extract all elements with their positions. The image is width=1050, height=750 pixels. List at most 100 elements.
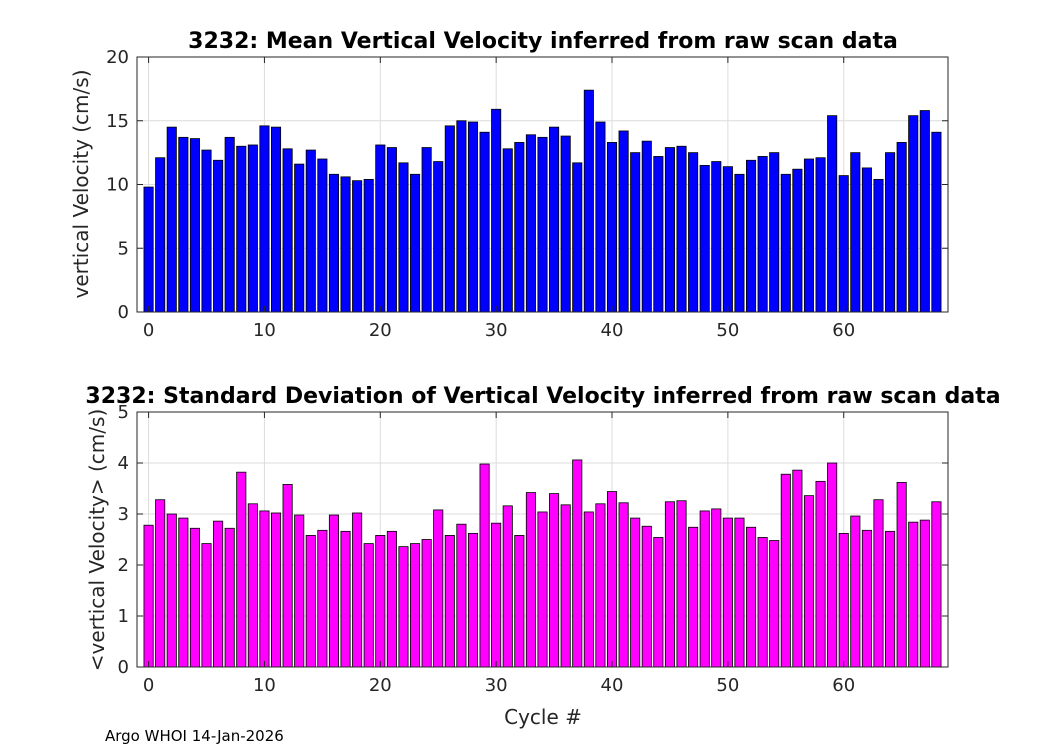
x-tick-label: 30 bbox=[485, 320, 508, 341]
y-tick-label: 0 bbox=[118, 302, 129, 323]
bar-series bbox=[143, 89, 942, 313]
bar bbox=[502, 148, 513, 313]
bar bbox=[861, 529, 872, 668]
bar bbox=[410, 173, 421, 313]
bar bbox=[931, 131, 942, 313]
bar bbox=[328, 173, 339, 313]
x-tick-label: 0 bbox=[143, 675, 154, 696]
bar bbox=[155, 157, 166, 313]
bar bbox=[630, 152, 641, 313]
bar bbox=[549, 126, 560, 313]
bar bbox=[189, 527, 200, 668]
bar bbox=[294, 163, 305, 313]
bar bbox=[502, 505, 513, 668]
bar bbox=[363, 543, 374, 668]
bar bbox=[467, 121, 479, 313]
bar bbox=[525, 134, 536, 313]
bar bbox=[641, 140, 652, 313]
bar bbox=[398, 162, 409, 313]
bar bbox=[189, 138, 200, 313]
x-tick-label: 10 bbox=[253, 675, 276, 696]
bar bbox=[850, 515, 861, 668]
y-tick-label: 1 bbox=[118, 606, 129, 627]
tick-labels: 0 10 20 30 40 50 60 0 1 2 3 4 5 bbox=[118, 402, 948, 696]
x-tick-label: 0 bbox=[143, 320, 154, 341]
bar bbox=[479, 463, 490, 668]
bar bbox=[792, 168, 803, 313]
bar bbox=[317, 529, 328, 668]
bar bbox=[630, 517, 641, 668]
chart-title: 3232: Standard Deviation of Vertical Vel… bbox=[85, 384, 1000, 409]
x-tick-label: 60 bbox=[832, 320, 855, 341]
bar bbox=[363, 178, 374, 313]
bar bbox=[873, 499, 884, 668]
bar bbox=[734, 173, 745, 313]
x-tick-label: 40 bbox=[601, 320, 624, 341]
bar bbox=[213, 159, 224, 313]
bar bbox=[827, 115, 838, 313]
bar bbox=[398, 546, 409, 668]
bar bbox=[711, 161, 722, 313]
bar bbox=[410, 543, 421, 668]
bar bbox=[560, 504, 571, 668]
bar bbox=[885, 530, 896, 668]
bar bbox=[386, 147, 397, 313]
bar bbox=[270, 512, 282, 668]
bar bbox=[433, 509, 444, 668]
bar bbox=[792, 469, 803, 668]
bar bbox=[722, 166, 733, 313]
bar bbox=[143, 524, 154, 668]
bar bbox=[213, 520, 224, 668]
x-tick-label: 50 bbox=[716, 675, 739, 696]
x-tick-label: 60 bbox=[832, 675, 855, 696]
std-velocity-chart: 0 10 20 30 40 50 60 0 1 2 3 4 5 3232: Standard Devia… bbox=[85, 384, 1001, 729]
bar bbox=[467, 532, 479, 668]
bar bbox=[769, 540, 780, 668]
bar bbox=[827, 462, 838, 668]
bar bbox=[178, 517, 189, 668]
bar bbox=[838, 175, 849, 313]
bar bbox=[676, 145, 687, 313]
bar bbox=[560, 135, 571, 313]
y-tick-label: 0 bbox=[118, 657, 129, 678]
bar bbox=[873, 178, 884, 313]
bar bbox=[711, 508, 722, 668]
bar bbox=[386, 530, 397, 668]
bar bbox=[653, 156, 664, 313]
bar bbox=[178, 136, 189, 313]
bar bbox=[305, 535, 316, 668]
bar bbox=[247, 503, 258, 668]
bar bbox=[688, 152, 699, 313]
bar bbox=[896, 481, 907, 668]
bar bbox=[757, 537, 768, 668]
bar bbox=[224, 527, 235, 668]
bar bbox=[618, 502, 629, 668]
bar bbox=[166, 126, 177, 313]
bar bbox=[653, 537, 664, 668]
mean-velocity-chart: 0 10 20 30 40 50 60 0 5 10 15 20 3232: Mean Vertica… bbox=[69, 29, 949, 341]
bar bbox=[780, 173, 791, 313]
bar bbox=[282, 484, 293, 668]
bar bbox=[375, 144, 386, 313]
bar bbox=[746, 159, 757, 313]
bar bbox=[491, 522, 502, 668]
bar bbox=[456, 120, 467, 313]
bar bbox=[722, 517, 733, 668]
bar bbox=[908, 521, 919, 668]
bar bbox=[444, 535, 455, 668]
bar bbox=[919, 110, 930, 313]
x-tick-label: 20 bbox=[369, 320, 392, 341]
bar bbox=[201, 543, 212, 668]
bar bbox=[896, 142, 907, 313]
bar bbox=[375, 535, 386, 668]
bar bbox=[769, 152, 780, 313]
bar bbox=[641, 525, 652, 668]
bar bbox=[815, 480, 826, 668]
y-tick-label: 5 bbox=[118, 402, 129, 423]
y-tick-label: 5 bbox=[118, 238, 129, 259]
bar bbox=[236, 145, 247, 313]
bar bbox=[201, 149, 212, 313]
y-tick-label: 20 bbox=[106, 47, 129, 68]
bar bbox=[525, 492, 536, 668]
bar bbox=[224, 136, 235, 313]
